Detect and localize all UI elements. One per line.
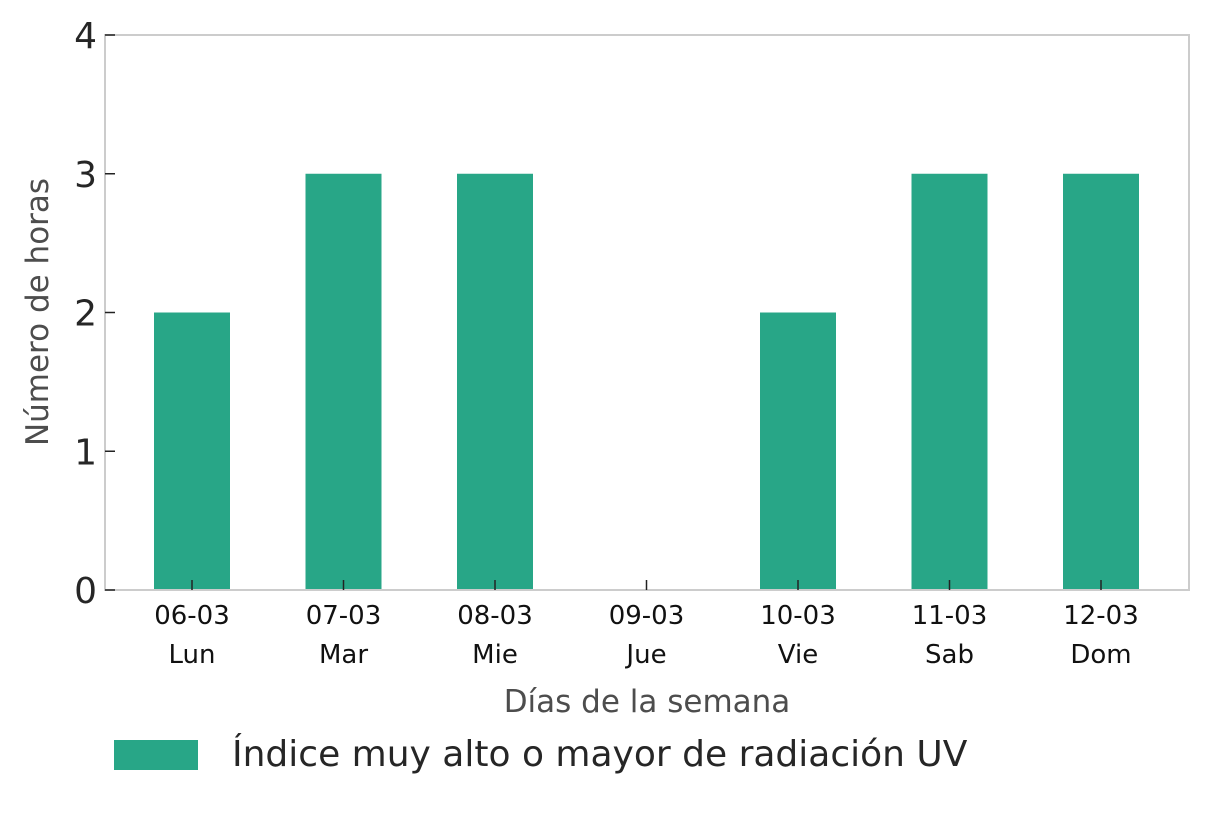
bar-07-03 bbox=[305, 173, 382, 590]
bar-06-03 bbox=[154, 312, 230, 590]
x-tick-day: Mie bbox=[472, 640, 518, 670]
x-tick-date: 06-03 bbox=[154, 601, 230, 631]
x-tick-label: 07-03 Mar bbox=[306, 601, 382, 670]
y-axis: 0 1 2 3 4 bbox=[74, 16, 115, 612]
y-tick-label: 2 bbox=[74, 294, 97, 335]
x-tick-date: 10-03 bbox=[760, 601, 836, 631]
x-tick-label: 12-03 Dom bbox=[1063, 601, 1139, 670]
y-axis-title: Número de horas bbox=[20, 178, 56, 446]
bar-11-03 bbox=[911, 173, 988, 590]
y-tick-label: 3 bbox=[74, 155, 97, 196]
x-tick-date: 11-03 bbox=[912, 601, 988, 631]
legend-swatch bbox=[114, 739, 198, 770]
x-tick-day: Dom bbox=[1070, 640, 1131, 670]
x-axis-title: Días de la semana bbox=[504, 684, 791, 720]
bars-layer bbox=[154, 173, 1139, 590]
y-tick-label: 1 bbox=[74, 432, 97, 473]
y-tick-label: 0 bbox=[74, 571, 97, 612]
bar-08-03 bbox=[457, 173, 533, 590]
bar-12-03 bbox=[1063, 173, 1139, 590]
bar-10-03 bbox=[760, 312, 836, 590]
x-tick-day: Sab bbox=[925, 640, 974, 670]
x-axis: 06-03 Lun 07-03 Mar 08-03 Mie 09-03 Jue 10-03 Vie… bbox=[154, 580, 1139, 670]
x-tick-date: 08-03 bbox=[457, 601, 533, 631]
x-tick-date: 07-03 bbox=[306, 601, 382, 631]
x-tick-day: Lun bbox=[169, 640, 216, 670]
plot-frame bbox=[104, 34, 1190, 591]
x-tick-label: 09-03 Jue bbox=[609, 601, 685, 670]
x-tick-day: Vie bbox=[778, 640, 818, 670]
x-tick-label: 06-03 Lun bbox=[154, 601, 230, 670]
x-tick-date: 09-03 bbox=[609, 601, 685, 631]
legend-label: Índice muy alto o mayor de radiación UV bbox=[232, 734, 968, 775]
x-tick-date: 12-03 bbox=[1063, 601, 1139, 631]
bar-chart: 0 1 2 3 4 06-03 Lun 07-03 Mar 08-03 Mie 09-03 Jue 10… bbox=[20, 16, 1190, 720]
y-tick-label: 4 bbox=[74, 16, 97, 57]
x-tick-day: Mar bbox=[319, 640, 368, 670]
x-tick-day: Jue bbox=[624, 640, 666, 670]
legend: Índice muy alto o mayor de radiación UV bbox=[114, 734, 967, 775]
x-tick-label: 08-03 Mie bbox=[457, 601, 533, 670]
x-tick-label: 11-03 Sab bbox=[912, 601, 988, 670]
x-tick-label: 10-03 Vie bbox=[760, 601, 836, 670]
